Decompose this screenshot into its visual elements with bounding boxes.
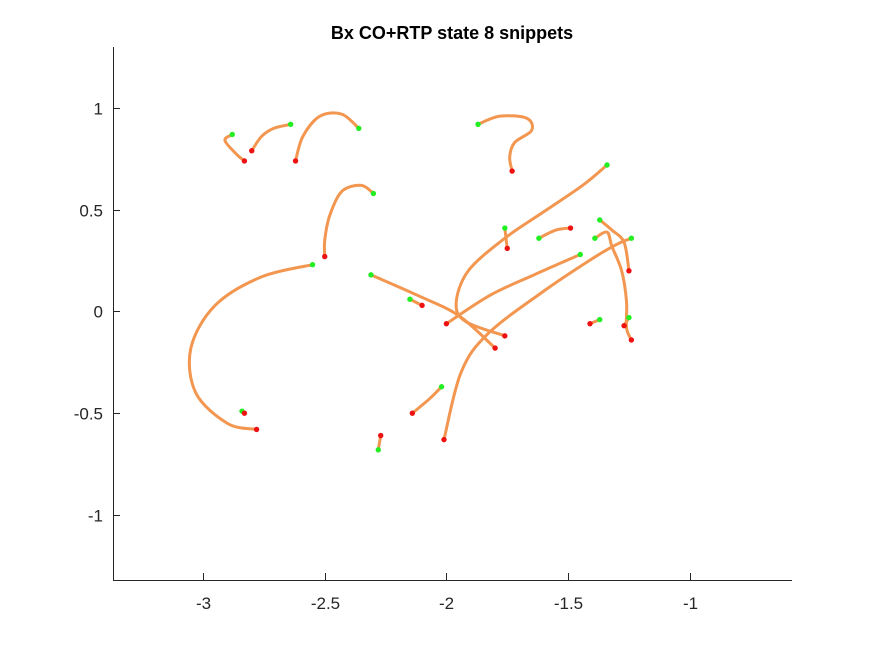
start-marker-8 [368, 272, 374, 278]
x-tick-label-3: -2 [439, 594, 454, 613]
trajectory-line-5 [322, 183, 375, 259]
trajectory-line-2 [250, 122, 293, 153]
trajectory-line-11 [444, 253, 582, 326]
end-marker-1 [241, 158, 248, 164]
y-tick-label-1: -1 [88, 507, 103, 526]
start-marker-14 [628, 235, 635, 241]
end-marker-9 [419, 302, 425, 309]
axes: -3 -2.5 -2 -1.5 -1 -1 -0.5 0 0.5 1 [74, 47, 792, 613]
trajectory-line-16 [593, 230, 633, 342]
start-marker-9 [407, 296, 413, 302]
trajectory-line-13 [537, 226, 573, 240]
trajectory-line-4 [476, 114, 534, 173]
end-marker-14 [441, 436, 447, 443]
x-tick-label-2: -2.5 [311, 594, 340, 613]
end-marker-2 [249, 148, 255, 154]
end-marker-18 [587, 320, 593, 327]
start-marker-16 [592, 235, 598, 241]
chart-title: Bx CO+RTP state 8 snippets [331, 23, 573, 43]
trajectory-line-1 [223, 132, 246, 163]
start-marker-20 [375, 447, 381, 453]
trajectory-line-15 [598, 218, 631, 273]
end-marker-17 [621, 323, 627, 329]
marker-layer [229, 121, 635, 453]
trajectory-line-3 [294, 111, 361, 163]
end-marker-10 [502, 333, 508, 339]
start-marker-17 [626, 314, 632, 321]
y-tick-label-4: 0.5 [79, 202, 103, 221]
start-marker-3 [356, 125, 362, 132]
end-marker-11 [443, 320, 450, 327]
trajectory-line-19 [410, 385, 444, 415]
trajectory-layer [187, 111, 633, 452]
trajectory-line-10 [454, 163, 609, 338]
trajectory-line-14 [442, 236, 633, 442]
x-tick-label-5: -1 [683, 594, 698, 613]
start-marker-1 [229, 131, 235, 138]
end-marker-16 [628, 337, 635, 343]
trajectory-line-8 [369, 273, 497, 350]
end-marker-7 [241, 410, 248, 416]
start-marker-12 [502, 225, 508, 231]
end-marker-12 [504, 245, 510, 252]
start-marker-6 [309, 261, 316, 268]
start-marker-10 [604, 162, 610, 168]
end-marker-6 [253, 426, 260, 433]
end-marker-5 [322, 253, 328, 260]
y-tick-label-2: -0.5 [74, 405, 103, 424]
start-marker-4 [475, 121, 481, 128]
start-marker-5 [370, 190, 377, 197]
y-tick-label-3: 0 [94, 303, 103, 322]
x-tick-label-1: -3 [196, 594, 211, 613]
start-marker-11 [577, 251, 583, 258]
end-marker-13 [567, 225, 574, 231]
start-marker-2 [287, 121, 294, 128]
end-marker-4 [509, 168, 515, 174]
y-tick-label-5: 1 [94, 100, 103, 119]
start-marker-15 [597, 217, 603, 223]
x-tick-label-4: -1.5 [554, 594, 583, 613]
end-marker-3 [292, 158, 299, 164]
start-marker-18 [597, 316, 603, 323]
trajectory-line-6 [187, 263, 315, 431]
trajectory-line-12 [503, 226, 509, 250]
end-marker-8 [492, 345, 498, 351]
end-marker-15 [626, 268, 632, 274]
start-marker-13 [536, 235, 542, 241]
start-marker-19 [438, 384, 445, 390]
end-marker-20 [378, 432, 384, 439]
end-marker-19 [409, 410, 416, 416]
